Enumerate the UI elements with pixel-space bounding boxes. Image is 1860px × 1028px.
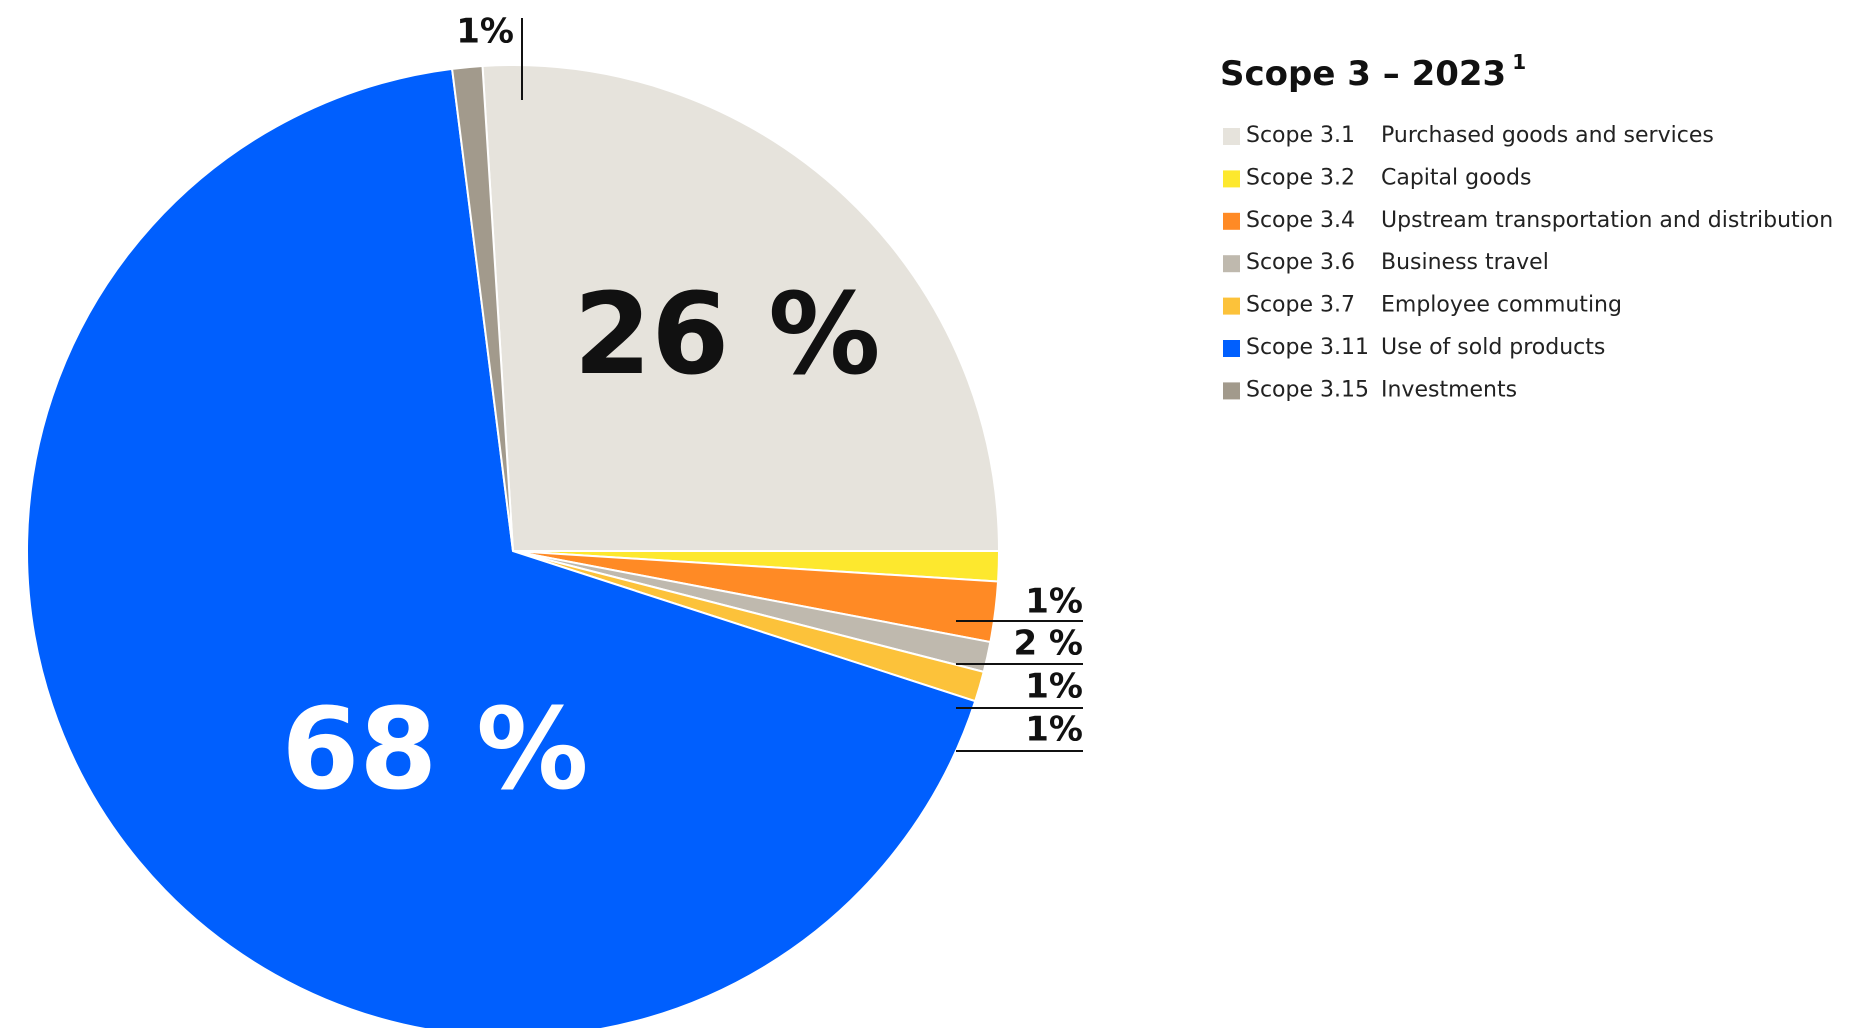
legend-swatch	[1223, 255, 1240, 273]
slice-label: 68 %	[281, 685, 588, 815]
slice-label: 1%	[1025, 710, 1083, 750]
slice-label: 1%	[456, 12, 514, 52]
footnote-mark: 1	[1512, 50, 1526, 74]
title-text: Scope 3 – 2023	[1220, 54, 1506, 94]
slice-label: 2 %	[1013, 624, 1083, 664]
legend-label: Capital goods	[1381, 165, 1531, 190]
legend-code: Scope 3.2	[1246, 165, 1355, 190]
pie-slice	[26, 67, 977, 1028]
legend-swatch	[1223, 297, 1240, 315]
legend-code: Scope 3.11	[1246, 335, 1369, 360]
legend-code: Scope 3.4	[1246, 208, 1355, 233]
legend-code: Scope 3.1	[1246, 123, 1355, 148]
slice-label: 1%	[1025, 582, 1083, 622]
legend-label: Business travel	[1381, 250, 1549, 275]
legend-label: Use of sold products	[1381, 335, 1605, 360]
legend-swatch	[1223, 170, 1240, 188]
legend-swatch	[1223, 212, 1240, 230]
slice-label: 26 %	[573, 270, 880, 400]
slice-label: 1%	[1025, 667, 1083, 707]
legend-swatch	[1223, 128, 1240, 145]
legend-label: Employee commuting	[1381, 293, 1622, 318]
legend-swatch	[1223, 340, 1240, 357]
legend-label: Purchased goods and services	[1381, 123, 1714, 148]
legend-code: Scope 3.6	[1246, 250, 1355, 275]
legend-code: Scope 3.7	[1246, 293, 1355, 318]
legend-label: Investments	[1381, 377, 1517, 402]
pie-slice	[481, 64, 1001, 552]
legend-swatch	[1223, 382, 1240, 400]
legend-label: Upstream transportation and distribution	[1381, 208, 1833, 233]
pie-slice	[450, 64, 514, 552]
legend-code: Scope 3.15	[1246, 377, 1369, 402]
legend-title: Scope 3 – 2023 1	[1220, 50, 1526, 94]
